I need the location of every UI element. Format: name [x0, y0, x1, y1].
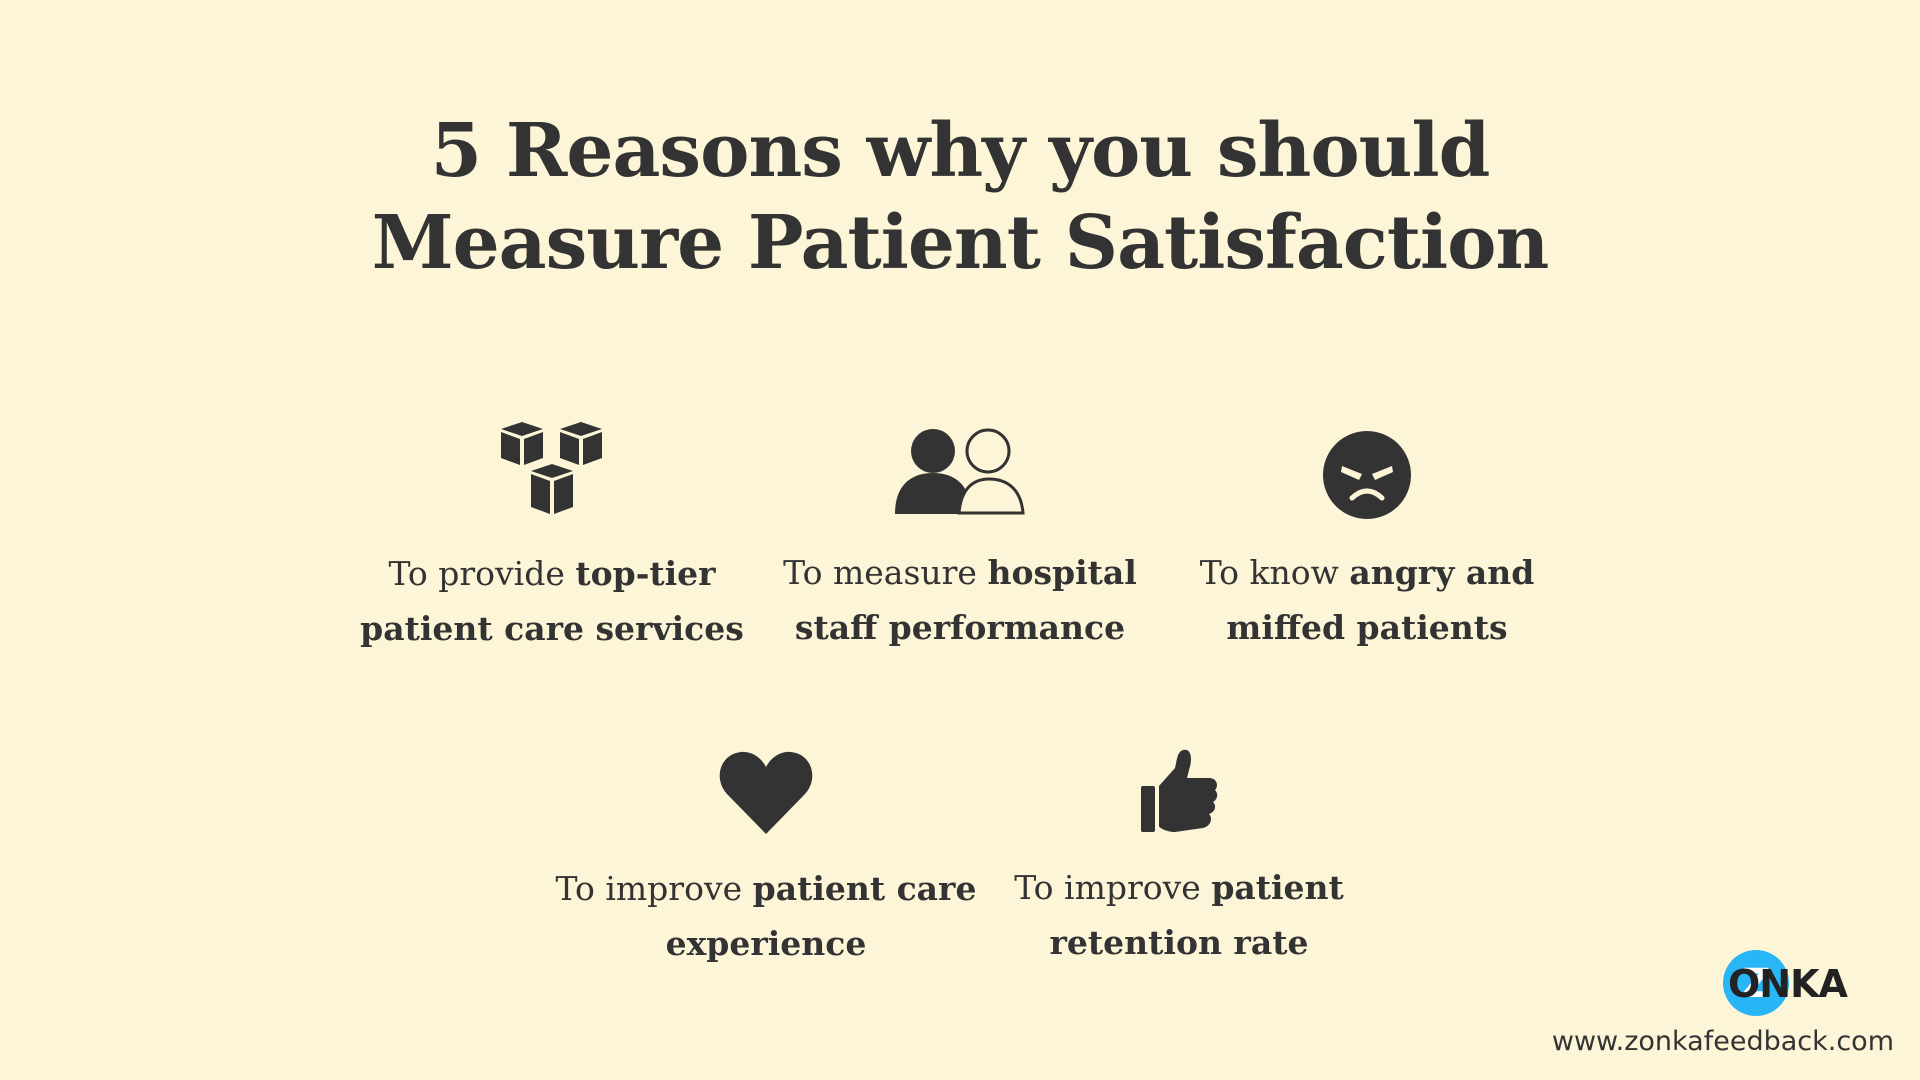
reason-caption: To improve patient retention rate [979, 860, 1379, 970]
users-icon [895, 428, 1025, 515]
caption-bold-text: miffed patients [1226, 608, 1508, 647]
reason-item-staff-performance: To measure hospital staff performance [760, 425, 1160, 655]
caption-bold-text: patient care services [360, 609, 744, 648]
angry-face-icon [1323, 431, 1411, 519]
caption-bold-text: staff performance [794, 608, 1126, 647]
reason-caption: To measure hospital staff performance [760, 545, 1160, 655]
page-title: 5 Reasons why you should Measure Patient… [0, 105, 1920, 289]
reason-item-care-experience: To improve patient care experience [546, 750, 986, 971]
caption-text: To improve [555, 869, 753, 908]
cubes-icon [501, 422, 602, 514]
reason-item-care-services: To provide top-tier patient care service… [352, 420, 752, 656]
caption-bold-text: patient care [752, 869, 977, 908]
zonka-logo: Z [1723, 950, 1789, 1016]
heart-icon [719, 751, 813, 834]
caption-bold-text: angry and [1349, 553, 1535, 592]
reason-caption: To know angry and miffed patients [1167, 545, 1567, 655]
website-url: www.zonkafeedback.com [1551, 1026, 1894, 1057]
caption-text: To improve [1014, 868, 1212, 907]
caption-bold-text: top-tier [575, 554, 716, 593]
logo-letter: Z [1741, 961, 1770, 1007]
caption-text: To provide [388, 554, 576, 593]
caption-bold-text: hospital [987, 553, 1137, 592]
reason-item-retention-rate: To improve patient retention rate [979, 748, 1379, 970]
title-line-2: Measure Patient Satisfaction [371, 200, 1550, 286]
caption-text: To know [1199, 553, 1350, 592]
caption-bold-text: experience [665, 924, 867, 963]
logo-wordmark: ONKA [1728, 962, 1848, 1006]
reason-item-angry-patients: To know angry and miffed patients [1167, 430, 1567, 655]
title-line-1: 5 Reasons why you should [430, 108, 1491, 194]
caption-text: To measure [783, 553, 988, 592]
reason-caption: To provide top-tier patient care service… [352, 546, 752, 656]
thumbs-up-icon [1141, 749, 1218, 832]
caption-bold-text: patient [1211, 868, 1344, 907]
reason-caption: To improve patient care experience [546, 861, 986, 971]
caption-bold-text: retention rate [1049, 923, 1309, 962]
